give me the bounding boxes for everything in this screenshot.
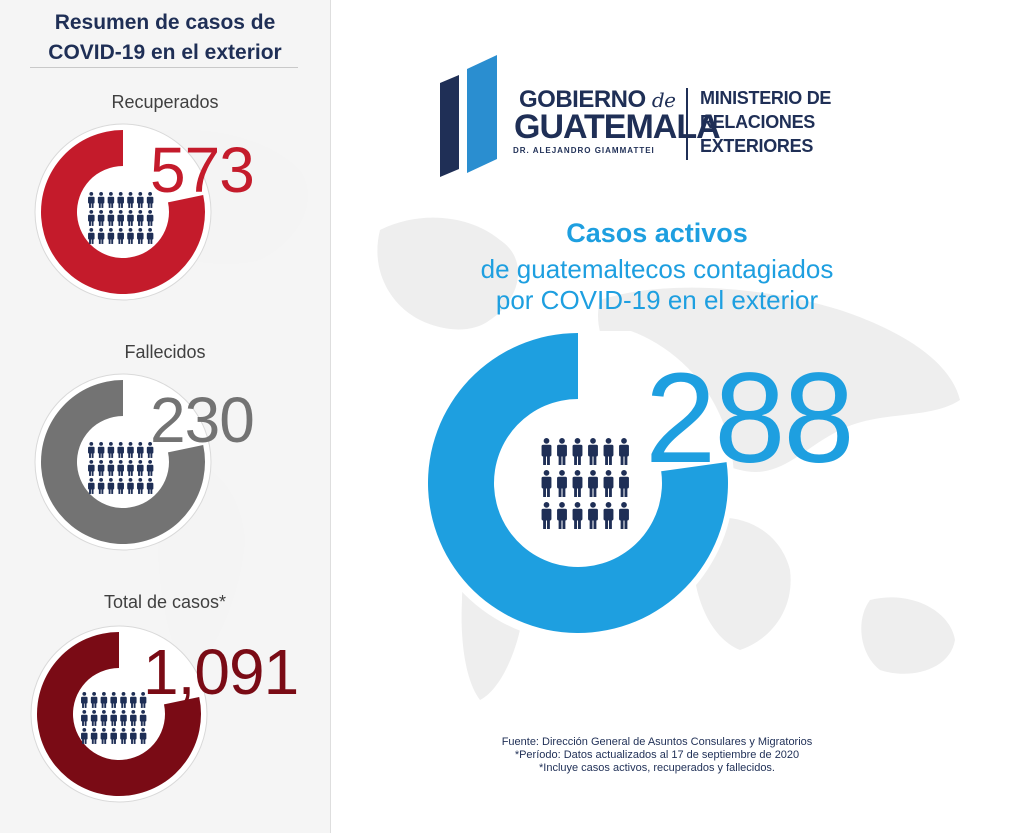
recovered-value: 573 <box>150 134 255 206</box>
recovered-label: Recuperados <box>111 92 219 112</box>
people-group-icon <box>541 438 629 529</box>
sidebar-title: Resumen de casos de COVID-19 en el exter… <box>0 8 330 68</box>
footnote-includes: *Incluye casos activos, recuperados y fa… <box>538 762 775 774</box>
logo-president-text: DR. ALEJANDRO GIAMMATTEI <box>513 146 655 155</box>
footnote-source: Fuente: Dirección General de Asuntos Con… <box>501 736 813 748</box>
logo-gobierno-text: GOBIERNO de <box>519 86 676 114</box>
people-group-icon <box>88 442 154 494</box>
total-ring-icon <box>30 625 208 803</box>
logo-guatemala-text: GUATEMALA <box>514 108 721 146</box>
active-cases-value: 288 <box>645 347 855 490</box>
ministry-name: MINISTERIO DE RELACIONES EXTERIORES <box>700 86 831 158</box>
active-cases-heading: Casos activos <box>566 218 748 248</box>
ministry-line1: MINISTERIO DE <box>700 88 832 108</box>
logo-de-word: de <box>651 88 676 112</box>
ministry-line3: EXTERIORES <box>700 136 814 156</box>
summary-sidebar: Resumen de casos de COVID-19 en el exter… <box>0 0 331 833</box>
government-logo-icon <box>440 55 497 177</box>
logo-divider <box>686 88 688 160</box>
logo-gobierno-word: GOBIERNO <box>519 86 646 113</box>
total-value: 1,091 <box>143 636 299 708</box>
total-label: Total de casos* <box>103 592 227 612</box>
ministry-line2: RELACIONES <box>700 112 816 132</box>
sidebar-title-line1: Resumen de casos de <box>54 11 276 34</box>
footnote-period: *Período: Datos actualizados al 17 de se… <box>514 749 800 761</box>
sidebar-title-line2: COVID-19 en el exterior <box>48 41 282 64</box>
title-divider <box>30 67 298 68</box>
footnote: Fuente: Dirección General de Asuntos Con… <box>407 736 907 775</box>
recovered-ring-icon <box>34 123 212 301</box>
active-cases-subtitle-line1: de guatemaltecos contagiados <box>480 254 834 284</box>
active-cases-subtitle-line2: por COVID-19 en el exterior <box>495 285 819 315</box>
people-group-icon <box>88 192 154 244</box>
deceased-label: Fallecidos <box>124 342 206 362</box>
deceased-ring-icon <box>34 373 212 551</box>
deceased-value: 230 <box>150 384 255 456</box>
people-group-icon <box>81 692 147 744</box>
